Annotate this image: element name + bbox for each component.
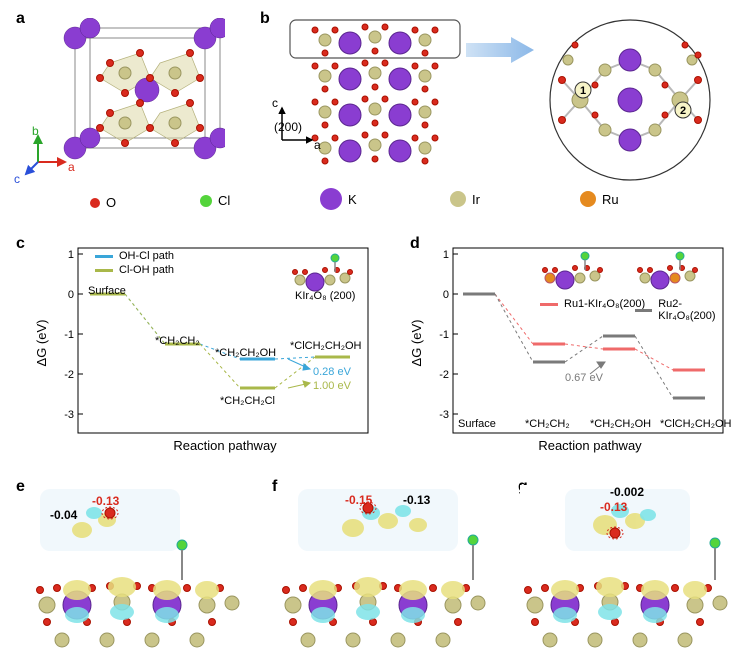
axis-c-label: c bbox=[14, 172, 20, 186]
svg-text:ΔG (eV): ΔG (eV) bbox=[34, 320, 49, 367]
panel-b-inset: 1 2 bbox=[540, 15, 720, 185]
panel-a-structure bbox=[55, 18, 225, 168]
legend-d2-label: Ru2-KIr₄O₈(200) bbox=[658, 298, 736, 322]
legend-d2: Ru2-KIr₄O₈(200) bbox=[635, 298, 736, 322]
legend-cl: Cl bbox=[200, 193, 230, 208]
step-1-d: *CH₂CH₂ bbox=[525, 418, 570, 430]
panel-b-label: b bbox=[260, 10, 270, 28]
panel-e-label: e bbox=[16, 478, 25, 496]
legend-ir-label: Ir bbox=[472, 192, 480, 207]
figure: a b c d e f g bbox=[10, 10, 736, 656]
svg-text:-1: -1 bbox=[439, 329, 449, 341]
axes-abc-icon bbox=[20, 130, 75, 185]
svg-text:-1: -1 bbox=[64, 329, 74, 341]
legend-ru-label: Ru bbox=[602, 192, 619, 207]
svg-text:ΔG (eV): ΔG (eV) bbox=[409, 320, 424, 367]
step-surface-c: Surface bbox=[88, 285, 126, 297]
step-alt-c: *CH₂CH₂Cl bbox=[220, 395, 275, 407]
val-f-red: -0.15 bbox=[345, 493, 372, 507]
val-e-red: -0.13 bbox=[92, 494, 119, 508]
svg-text:Reaction pathway: Reaction pathway bbox=[173, 438, 277, 453]
svg-text:1: 1 bbox=[68, 249, 74, 261]
panel-a-label: a bbox=[16, 10, 25, 28]
svg-text:0: 0 bbox=[68, 289, 74, 301]
svg-text:1: 1 bbox=[443, 249, 449, 261]
val-f-black: -0.13 bbox=[403, 493, 430, 507]
axis-a-label: a bbox=[68, 160, 75, 174]
legend-k: K bbox=[320, 188, 357, 210]
barrier1-c: 0.28 eV bbox=[313, 366, 351, 378]
legend-c2-label: Cl-OH path bbox=[119, 264, 174, 276]
legend-c1-label: OH-Cl path bbox=[119, 250, 174, 262]
step-2-d: *CH₂CH₂OH bbox=[590, 418, 651, 430]
legend-k-label: K bbox=[348, 192, 357, 207]
step-surface-d: Surface bbox=[458, 418, 496, 430]
legend-c2: Cl-OH path bbox=[95, 264, 174, 276]
axis-c-b: c bbox=[272, 96, 278, 110]
panel-f-label: f bbox=[272, 478, 277, 496]
legend-ir: Ir bbox=[450, 191, 480, 207]
axis-b-label: b bbox=[32, 124, 39, 138]
step-2-c: *CH₂CH₂OH bbox=[215, 347, 276, 359]
svg-text:Reaction pathway: Reaction pathway bbox=[538, 438, 642, 453]
svg-text:-2: -2 bbox=[64, 369, 74, 381]
svg-text:-3: -3 bbox=[439, 409, 449, 421]
val-e-black: -0.04 bbox=[50, 508, 77, 522]
axis-a-b: a bbox=[314, 138, 321, 152]
step-3-c: *ClCH₂CH₂OH bbox=[290, 340, 361, 352]
panel-f-density bbox=[278, 485, 493, 650]
svg-text:0: 0 bbox=[443, 289, 449, 301]
legend-o-label: O bbox=[106, 195, 116, 210]
val-g-black: -0.002 bbox=[610, 485, 644, 499]
panel-c-label: c bbox=[16, 235, 25, 253]
legend-c1: OH-Cl path bbox=[95, 250, 174, 262]
model-label-c: KIr₄O₈ (200) bbox=[295, 290, 355, 302]
val-g-red: -0.13 bbox=[600, 500, 627, 514]
miller-label: (200) bbox=[274, 120, 302, 134]
legend-d1-label: Ru1-KIr₄O₈(200) bbox=[564, 298, 645, 310]
barrier-d: 0.67 eV bbox=[565, 372, 603, 384]
panel-g-density bbox=[520, 485, 735, 650]
legend-o: O bbox=[90, 195, 116, 210]
barrier2-c: 1.00 eV bbox=[313, 380, 351, 392]
svg-text:-2: -2 bbox=[439, 369, 449, 381]
step-3-d: *ClCH₂CH₂OH bbox=[660, 418, 731, 430]
callout-arrow-icon bbox=[466, 35, 536, 65]
legend-ru: Ru bbox=[580, 191, 619, 207]
legend-cl-label: Cl bbox=[218, 193, 230, 208]
step-1-c: *CH₂CH₂ bbox=[155, 335, 200, 347]
svg-text:1: 1 bbox=[580, 85, 586, 97]
svg-text:2: 2 bbox=[680, 105, 686, 117]
legend-d1: Ru1-KIr₄O₈(200) bbox=[540, 298, 645, 310]
svg-text:-3: -3 bbox=[64, 409, 74, 421]
